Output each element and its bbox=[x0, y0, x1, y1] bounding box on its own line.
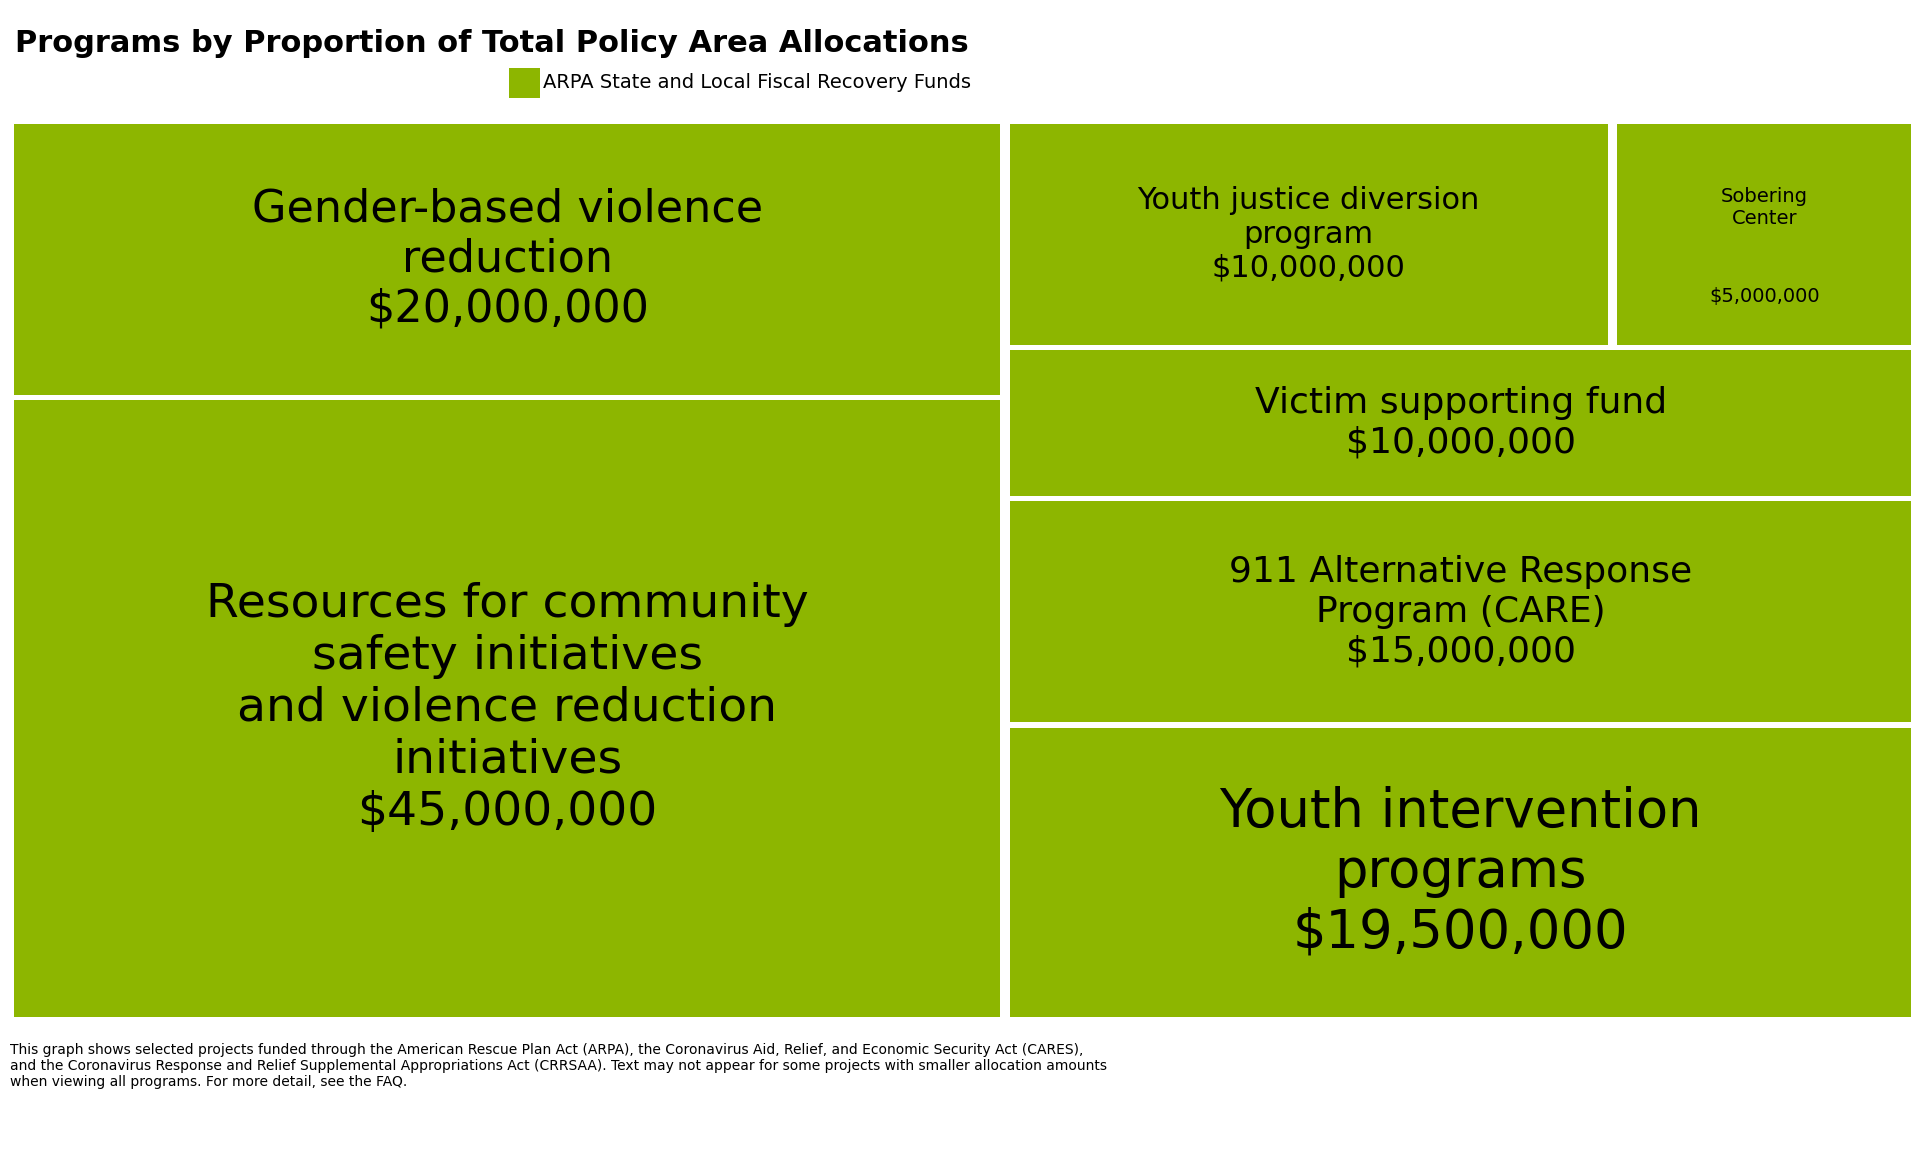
Text: Victim supporting fund
$10,000,000: Victim supporting fund $10,000,000 bbox=[1254, 386, 1667, 460]
Text: ARPA State and Local Fiscal Recovery Funds: ARPA State and Local Fiscal Recovery Fun… bbox=[543, 74, 972, 92]
Text: Resources for community
safety initiatives
and violence reduction
initiatives
$4: Resources for community safety initiativ… bbox=[205, 582, 808, 835]
Text: Sobering
Center: Sobering Center bbox=[1720, 188, 1809, 228]
Text: This graph shows selected projects funded through the American Rescue Plan Act (: This graph shows selected projects funde… bbox=[10, 1043, 1106, 1089]
Text: 911 Alternative Response
Program (CARE)
$15,000,000: 911 Alternative Response Program (CARE) … bbox=[1229, 555, 1692, 668]
Text: Youth intervention
programs
$19,500,000: Youth intervention programs $19,500,000 bbox=[1219, 786, 1701, 958]
Text: Programs by Proportion of Total Policy Area Allocations: Programs by Proportion of Total Policy A… bbox=[15, 29, 970, 58]
Text: $5,000,000: $5,000,000 bbox=[1709, 287, 1820, 305]
Text: Gender-based violence
reduction
$20,000,000: Gender-based violence reduction $20,000,… bbox=[252, 188, 762, 331]
Text: Youth justice diversion
program
$10,000,000: Youth justice diversion program $10,000,… bbox=[1137, 187, 1480, 282]
